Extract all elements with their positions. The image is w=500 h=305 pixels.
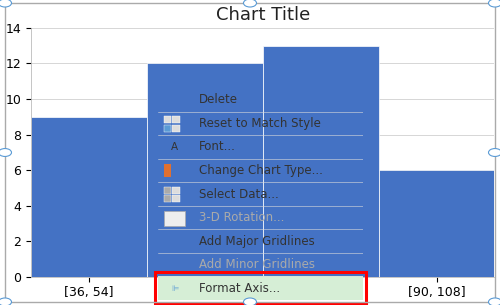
Text: Format Axis...: Format Axis... — [199, 282, 280, 295]
Bar — [172, 187, 180, 194]
Bar — [172, 116, 180, 123]
Bar — [155, 272, 366, 304]
Bar — [164, 211, 184, 226]
Bar — [263, 46, 378, 277]
Bar — [164, 187, 172, 194]
Bar — [147, 63, 263, 277]
Bar — [158, 276, 363, 300]
Text: Select Data...: Select Data... — [199, 188, 279, 200]
Bar — [164, 125, 172, 132]
Text: Delete: Delete — [199, 93, 238, 106]
Text: Add Major Gridlines: Add Major Gridlines — [199, 235, 315, 248]
Bar — [164, 116, 172, 123]
Bar — [378, 170, 494, 277]
Text: 3-D Rotation...: 3-D Rotation... — [199, 211, 284, 224]
Title: Chart Title: Chart Title — [216, 5, 310, 23]
Bar — [172, 196, 180, 203]
Bar — [172, 161, 180, 180]
Text: Change Chart Type...: Change Chart Type... — [199, 164, 323, 177]
Bar — [172, 125, 180, 132]
Bar — [164, 164, 172, 177]
Text: Reset to Match Style: Reset to Match Style — [199, 117, 321, 130]
Text: A: A — [171, 142, 178, 152]
Text: Font...: Font... — [199, 140, 236, 153]
Bar — [180, 163, 188, 178]
Bar — [31, 117, 147, 277]
Bar — [164, 196, 172, 203]
Text: ⊫: ⊫ — [171, 284, 178, 293]
Text: Add Minor Gridlines: Add Minor Gridlines — [199, 258, 315, 271]
